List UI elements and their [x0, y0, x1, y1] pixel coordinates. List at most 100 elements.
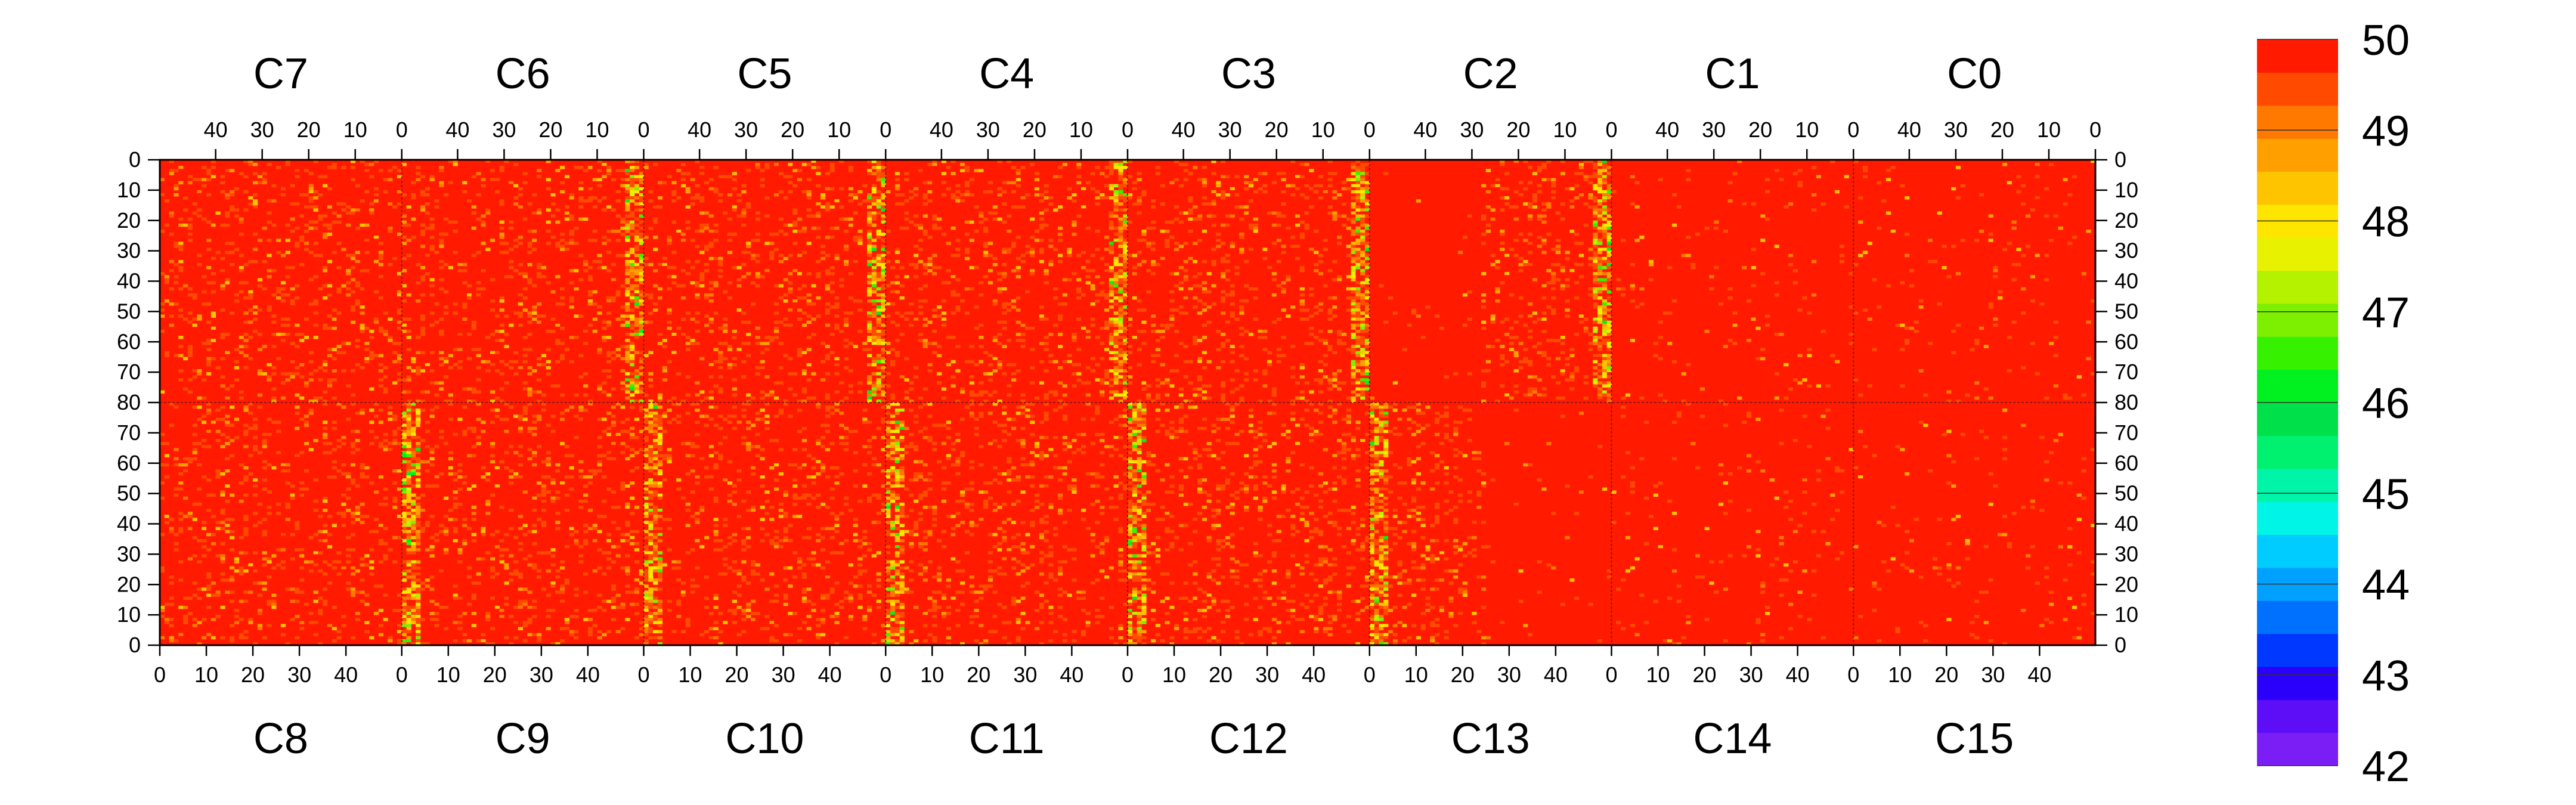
heatmap-cell — [1076, 296, 1082, 300]
heatmap-cell — [1169, 393, 1175, 397]
heatmap-cell — [1151, 329, 1156, 333]
heatmap-cell — [285, 357, 290, 361]
heatmap-cell — [1109, 184, 1114, 188]
heatmap-cell — [630, 384, 635, 388]
heatmap-cell — [1067, 196, 1072, 200]
heatmap-cell — [392, 205, 398, 209]
heatmap-cell — [741, 311, 747, 315]
heatmap-cell — [243, 339, 249, 342]
heatmap-cell — [685, 269, 691, 273]
heatmap-cell — [248, 269, 253, 273]
heatmap-cell — [597, 387, 602, 391]
heatmap-cell — [187, 348, 193, 351]
heatmap-cell — [746, 272, 751, 275]
heatmap-cell — [1109, 351, 1114, 354]
heatmap-cell — [881, 208, 886, 212]
heatmap-cell — [555, 275, 561, 278]
heatmap-cell — [280, 293, 286, 297]
heatmap-cell — [886, 351, 891, 354]
heatmap-cell — [671, 396, 677, 400]
heatmap-cell — [355, 284, 360, 288]
heatmap-cell — [1128, 196, 1133, 200]
heatmap-cell — [178, 378, 184, 382]
heatmap-cell — [657, 196, 663, 200]
heatmap-cell — [1113, 366, 1119, 370]
heatmap-cell — [639, 339, 644, 342]
heatmap-cell — [1314, 184, 1319, 188]
heatmap-cell — [797, 253, 803, 258]
heatmap-cell — [192, 317, 197, 321]
heatmap-cell — [1123, 184, 1128, 188]
heatmap-cell — [862, 348, 868, 351]
heatmap-cell — [1137, 399, 1142, 403]
heatmap-cell — [634, 351, 640, 354]
heatmap-cell — [290, 217, 295, 221]
heatmap-cell — [378, 369, 383, 373]
heatmap-cell — [1007, 181, 1012, 185]
heatmap-cell — [541, 363, 547, 367]
heatmap-cell — [378, 253, 383, 258]
heatmap-cell — [164, 223, 169, 227]
heatmap-cell — [471, 372, 476, 376]
heatmap-cell — [1123, 381, 1128, 385]
heatmap-cell — [1146, 163, 1151, 166]
heatmap-cell — [1318, 253, 1324, 258]
heatmap-cell — [960, 211, 965, 215]
heatmap-cell — [522, 253, 528, 258]
heatmap-cell — [262, 345, 267, 348]
heatmap-cell — [378, 242, 383, 245]
heatmap-cell — [750, 230, 756, 233]
heatmap-cell — [783, 175, 788, 178]
heatmap-cell — [518, 293, 524, 297]
heatmap-cell — [178, 190, 184, 194]
heatmap-cell — [555, 220, 561, 224]
heatmap-cell — [1109, 384, 1114, 388]
heatmap-cell — [406, 272, 411, 275]
heatmap-cell — [713, 166, 719, 169]
heatmap-cell — [1030, 290, 1035, 294]
heatmap-cell — [1113, 360, 1119, 364]
heatmap-cell — [383, 390, 388, 394]
heatmap-cell — [886, 363, 891, 367]
heatmap-cell — [615, 387, 621, 391]
heatmap-cell — [587, 323, 593, 327]
heatmap-cell — [537, 214, 542, 218]
heatmap-cell — [448, 160, 453, 163]
heatmap-cell — [1123, 217, 1128, 221]
heatmap-cell — [1109, 305, 1114, 309]
heatmap-cell — [257, 272, 263, 275]
heatmap-cell — [1188, 211, 1193, 215]
heatmap-cell — [1234, 369, 1240, 373]
heatmap-cell — [346, 272, 351, 275]
heatmap-cell — [285, 239, 290, 242]
heatmap-cell — [1034, 172, 1040, 175]
heatmap-cell — [821, 357, 826, 361]
heatmap-cell — [778, 163, 784, 166]
heatmap-cell — [522, 217, 528, 221]
heatmap-cell — [597, 266, 602, 270]
heatmap-cell — [997, 399, 1002, 403]
heatmap-cell — [1248, 181, 1254, 185]
heatmap-cell — [773, 193, 779, 197]
heatmap-cell — [1323, 190, 1328, 194]
heatmap-cell — [1072, 193, 1077, 197]
heatmap-cell — [220, 239, 225, 242]
heatmap-cell — [332, 211, 337, 215]
heatmap-cell — [257, 278, 263, 281]
heatmap-cell — [718, 351, 723, 354]
heatmap-cell — [723, 175, 728, 178]
heatmap-cell — [634, 332, 640, 336]
heatmap-cell — [1276, 290, 1281, 294]
heatmap-cell — [723, 357, 728, 361]
heatmap-cell — [1239, 302, 1244, 306]
heatmap-cell — [522, 308, 528, 312]
heatmap-cell — [783, 323, 788, 327]
heatmap-cell — [950, 311, 956, 315]
heatmap-cell — [797, 272, 803, 275]
heatmap-cell — [397, 342, 402, 345]
heatmap-cell — [922, 196, 928, 200]
heatmap-cell — [350, 278, 356, 281]
heatmap-cell — [411, 375, 416, 379]
heatmap-cell — [1271, 387, 1277, 391]
heatmap-cell — [537, 320, 542, 324]
